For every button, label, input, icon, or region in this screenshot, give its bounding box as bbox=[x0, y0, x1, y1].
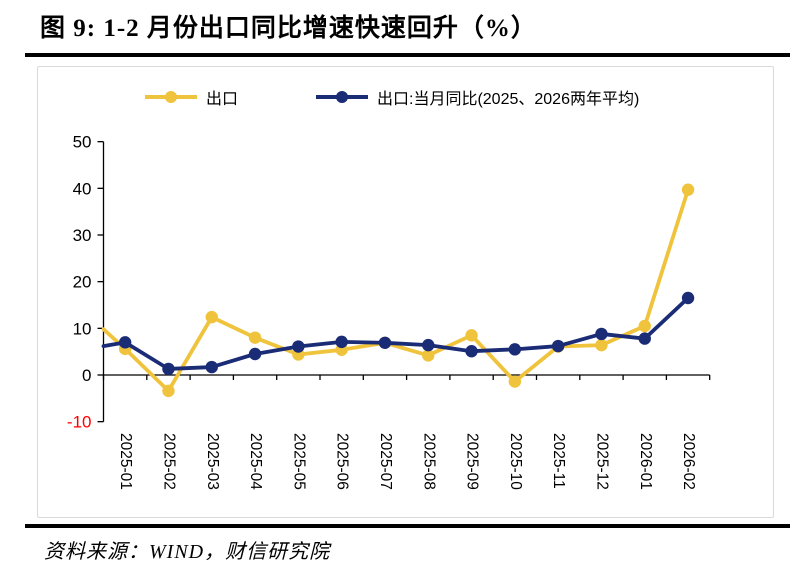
series-point-1 bbox=[162, 362, 175, 376]
y-tick-label: 0 bbox=[82, 366, 91, 385]
x-tick-label: 2025-02 bbox=[160, 433, 177, 490]
x-tick-label: 2025-03 bbox=[204, 433, 221, 490]
x-tick-label: 2025-11 bbox=[550, 433, 567, 489]
series-point-1 bbox=[422, 338, 435, 352]
series-point-1 bbox=[248, 347, 262, 361]
y-tick-label: 40 bbox=[73, 179, 92, 198]
series-line-0 bbox=[101, 187, 690, 393]
series-point-0 bbox=[248, 331, 262, 344]
legend-label-export: 出口 bbox=[206, 91, 239, 108]
x-tick-label: 2025-09 bbox=[464, 433, 481, 490]
legend-label-export-avg: 出口:当月同比(2025、2026两年平均) bbox=[377, 91, 640, 108]
footer-divider bbox=[25, 524, 790, 528]
figure-title: 图 9: 1-2 月份出口同比增速快速回升（%） bbox=[40, 15, 537, 42]
title-divider bbox=[25, 53, 790, 57]
series-point-1 bbox=[638, 332, 651, 345]
x-tick-label: 2025-12 bbox=[593, 433, 610, 490]
legend-item-export-avg: 出口:当月同比(2025、2026两年平均) bbox=[314, 86, 639, 108]
series-point-0 bbox=[465, 329, 478, 342]
series-point-0 bbox=[681, 183, 695, 196]
series-point-0 bbox=[595, 338, 608, 352]
x-tick-label: 2025-01 bbox=[117, 433, 134, 490]
series-point-1 bbox=[508, 343, 522, 356]
series-point-1 bbox=[205, 360, 218, 374]
y-tick-label: 10 bbox=[73, 319, 92, 338]
source-note: 资料来源：WIND，财信研究院 bbox=[44, 541, 331, 563]
chart-legend: 出口 出口:当月同比(2025、2026两年平均) bbox=[0, 86, 812, 108]
x-tick-label: 2025-08 bbox=[420, 433, 437, 490]
x-tick-label: 2025-05 bbox=[290, 433, 307, 490]
legend-marker-export-avg-icon bbox=[316, 91, 368, 103]
series-point-1 bbox=[465, 344, 478, 358]
x-tick-label: 2025-10 bbox=[507, 433, 524, 490]
x-tick-label: 2026-02 bbox=[680, 433, 697, 490]
x-tick-label: 2026-01 bbox=[637, 433, 654, 490]
series-point-1 bbox=[118, 336, 132, 349]
x-tick-label: 2025-06 bbox=[334, 433, 351, 490]
y-tick-label: 50 bbox=[73, 133, 92, 152]
series-point-1 bbox=[681, 291, 695, 305]
y-tick-label: 30 bbox=[73, 226, 92, 245]
x-tick-label: 2025-07 bbox=[377, 433, 394, 490]
series-point-1 bbox=[378, 336, 392, 349]
series-point-0 bbox=[508, 375, 522, 388]
legend-item-export: 出口 bbox=[143, 86, 238, 108]
y-tick-label: 20 bbox=[73, 273, 92, 292]
y-tick-label: -10 bbox=[67, 413, 92, 432]
series-point-0 bbox=[638, 319, 651, 333]
series-point-0 bbox=[162, 384, 175, 398]
x-tick-label: 2025-04 bbox=[247, 433, 264, 490]
series-point-0 bbox=[422, 349, 435, 362]
legend-marker-export-icon bbox=[145, 91, 197, 103]
series-point-0 bbox=[205, 310, 218, 324]
series-point-1 bbox=[595, 327, 608, 341]
series-point-1 bbox=[292, 340, 305, 353]
chart-frame bbox=[37, 66, 774, 518]
series-point-1 bbox=[335, 335, 348, 349]
series-point-1 bbox=[551, 339, 565, 353]
